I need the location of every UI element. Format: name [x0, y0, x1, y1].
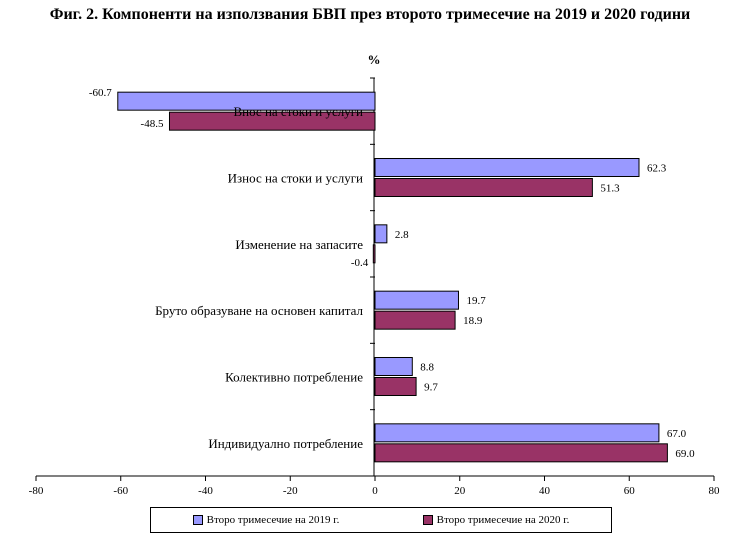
category-label: Износ на стоки и услуги — [228, 171, 363, 186]
x-tick-label: 40 — [539, 485, 551, 497]
legend-item-2019: Второ тримесечие на 2019 г. — [192, 514, 340, 526]
data-label-2020: -48.5 — [141, 118, 164, 130]
data-label-2020: 51.3 — [600, 183, 620, 195]
legend-swatch-2019 — [192, 515, 203, 525]
legend-label-2020: Второ тримесечие на 2020 г. — [436, 514, 570, 526]
x-tick-label: 80 — [709, 485, 721, 497]
legend-label-2019: Второ тримесечие на 2019 г. — [206, 514, 340, 526]
x-tick-label: 0 — [372, 485, 378, 497]
x-tick-label: 60 — [624, 485, 636, 497]
x-tick-label: 20 — [454, 485, 466, 497]
category-label: Изменение на запасите — [235, 237, 363, 252]
bar-2020 — [168, 111, 376, 131]
data-label-2020: -0.4 — [351, 257, 369, 269]
x-tick-label: -80 — [29, 485, 44, 497]
bar-2020 — [374, 377, 417, 396]
legend-item-2020: Второ тримесечие на 2020 г. — [422, 514, 570, 526]
bar-2019 — [374, 158, 640, 177]
x-tick-label: -40 — [198, 485, 213, 497]
category-label: Индивидуално потребление — [208, 436, 363, 451]
bar-2019 — [374, 357, 413, 376]
data-label-2020: 69.0 — [675, 448, 695, 460]
category-label: Колективно потребление — [225, 370, 363, 385]
category-label: Внос на стоки и услуги — [233, 104, 363, 119]
x-tick-label: -60 — [113, 485, 128, 497]
data-label-2019: -60.7 — [89, 87, 112, 99]
bar-2020 — [374, 310, 456, 330]
bar-2019 — [117, 91, 376, 111]
bar-2020 — [374, 443, 668, 463]
data-label-2020: 18.9 — [463, 315, 483, 327]
data-label-2019: 2.8 — [395, 229, 409, 241]
bar-2019 — [374, 290, 459, 310]
data-label-2019: 8.8 — [420, 362, 434, 374]
data-label-2019: 62.3 — [647, 163, 667, 175]
x-tick-label: -20 — [283, 485, 298, 497]
bar-2019 — [374, 423, 660, 443]
bar-2019 — [374, 224, 388, 244]
bar-2020 — [374, 178, 593, 197]
unit-label: % — [368, 52, 381, 67]
data-label-2019: 67.0 — [667, 428, 687, 440]
data-label-2020: 9.7 — [424, 382, 438, 394]
legend: Второ тримесечие на 2019 г. Второ тримес… — [150, 507, 612, 533]
bar-2020 — [372, 244, 376, 264]
data-label-2019: 19.7 — [466, 295, 486, 307]
chart-title: Фиг. 2. Компоненти на използвания БВП пр… — [49, 6, 691, 23]
category-label: Бруто образуване на основен капитал — [155, 303, 363, 318]
legend-swatch-2020 — [422, 515, 433, 525]
